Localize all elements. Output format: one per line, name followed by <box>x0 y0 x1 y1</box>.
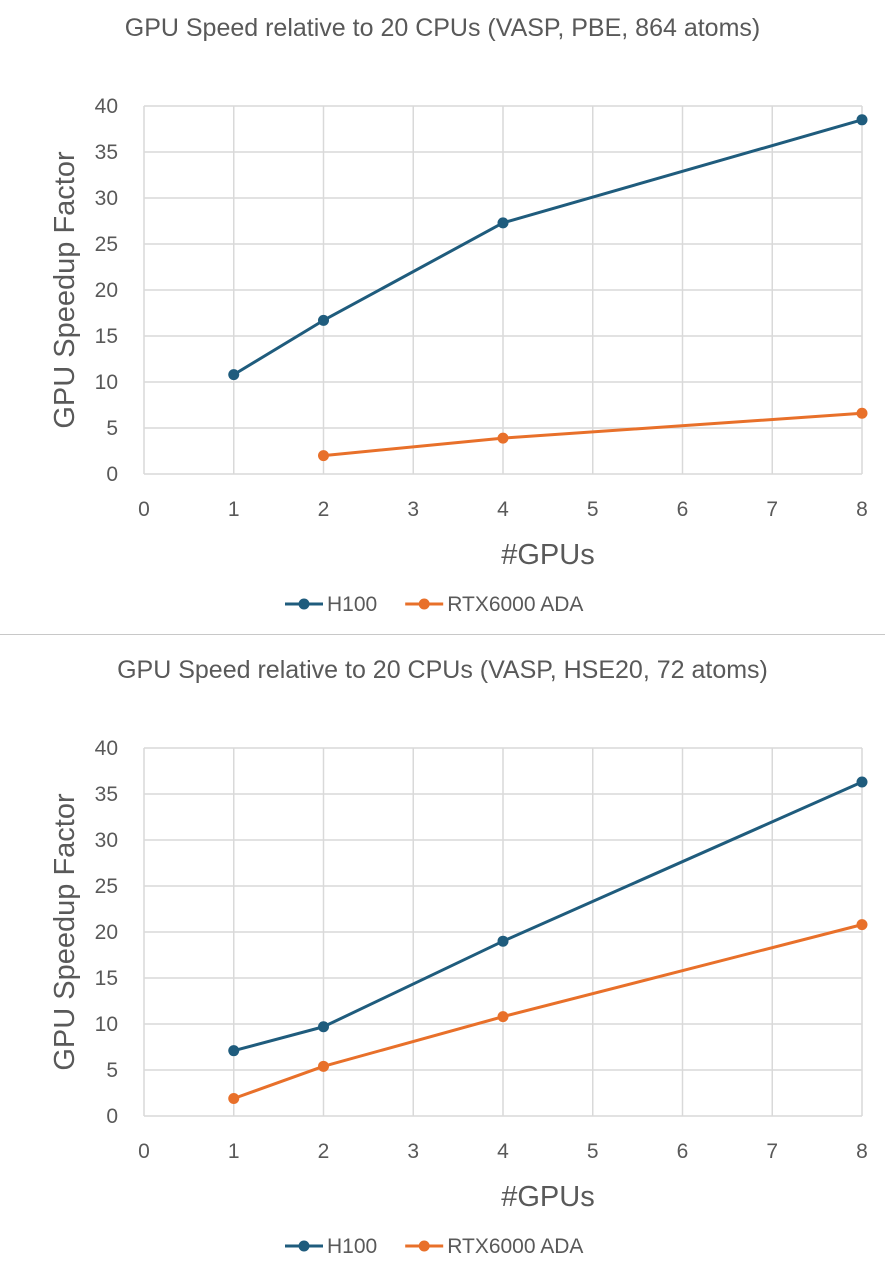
chart-pbe: GPU Speed relative to 20 CPUs (VASP, PBE… <box>0 0 885 632</box>
x-tick-label: 3 <box>407 1140 419 1163</box>
x-tick-label: 4 <box>497 1140 509 1163</box>
x-tick-label: 7 <box>766 498 778 521</box>
x-tick-label: 4 <box>497 498 509 521</box>
x-tick-label: 7 <box>766 1140 778 1163</box>
data-point <box>318 450 329 462</box>
chart-divider <box>0 634 885 635</box>
y-axis-title: GPU Speedup Factor <box>49 151 81 429</box>
x-tick-label: 1 <box>228 1140 240 1163</box>
x-tick-label: 5 <box>587 498 599 521</box>
x-tick-label: 2 <box>318 1140 330 1163</box>
data-point <box>856 919 868 931</box>
legend-label: RTX6000 ADA <box>447 593 583 616</box>
y-tick-label: 35 <box>95 141 118 164</box>
data-point <box>497 217 509 229</box>
x-tick-label: 3 <box>407 498 419 521</box>
legend-swatch-marker <box>298 598 310 610</box>
y-tick-label: 20 <box>95 921 118 944</box>
data-point <box>318 1060 329 1072</box>
x-tick-label: 0 <box>138 1140 150 1163</box>
y-tick-label: 20 <box>95 279 118 302</box>
x-axis-title: #GPUs <box>501 1181 594 1213</box>
legend-swatch-marker <box>418 1240 430 1252</box>
y-tick-label: 35 <box>95 783 118 806</box>
chart-plot-area: 0 5 10 15 20 25 30 35 40 0 1 2 3 4 5 6 7 8 #GPUs GPU Speedu… <box>49 95 868 616</box>
y-tick-label: 10 <box>95 1013 118 1036</box>
chart-title: GPU Speed relative to 20 CPUs (VASP, HSE… <box>117 656 768 684</box>
y-tick-label: 15 <box>95 967 118 990</box>
x-tick-label: 8 <box>856 1140 868 1163</box>
data-point <box>856 407 868 419</box>
data-point <box>318 1021 329 1033</box>
data-point <box>318 314 329 326</box>
legend-label: RTX6000 ADA <box>447 1235 583 1258</box>
legend-label: H100 <box>327 1235 377 1258</box>
x-tick-label: 8 <box>856 498 868 521</box>
series-line <box>232 118 863 376</box>
y-tick-label: 10 <box>95 371 118 394</box>
y-tick-label: 5 <box>106 1059 118 1082</box>
chart-title: GPU Speed relative to 20 CPUs (VASP, PBE… <box>124 14 761 42</box>
y-tick-label: 30 <box>95 187 118 210</box>
legend-swatch-marker <box>418 598 430 610</box>
y-tick-label: 25 <box>95 233 118 256</box>
x-tick-label: 5 <box>587 1140 599 1163</box>
chart-plot-area: 0 5 10 15 20 25 30 35 40 0 1 2 3 4 5 6 7 8 #GPUs GPU Speedu… <box>49 737 868 1258</box>
y-tick-label: 25 <box>95 875 118 898</box>
y-tick-label: 0 <box>106 463 118 486</box>
x-tick-label: 2 <box>318 498 330 521</box>
x-axis-title: #GPUs <box>501 539 594 571</box>
data-point <box>856 776 868 788</box>
x-tick-label: 1 <box>228 498 240 521</box>
data-point <box>228 1045 240 1057</box>
y-tick-label: 30 <box>95 829 118 852</box>
y-tick-label: 0 <box>106 1105 118 1128</box>
chart-hse20: GPU Speed relative to 20 CPUs (VASP, HSE… <box>0 642 885 1267</box>
data-point <box>856 114 868 126</box>
data-point <box>497 935 509 947</box>
y-tick-label: 40 <box>95 95 118 118</box>
legend-label: H100 <box>327 593 377 616</box>
series-line <box>233 780 863 1053</box>
data-point <box>497 1011 509 1023</box>
data-point <box>497 432 509 444</box>
y-tick-label: 5 <box>106 417 118 440</box>
legend-swatch-marker <box>298 1240 310 1252</box>
x-tick-label: 6 <box>677 498 689 521</box>
series-line <box>233 923 863 1100</box>
data-point <box>228 369 240 381</box>
y-tick-label: 15 <box>95 325 118 348</box>
x-tick-label: 0 <box>138 498 150 521</box>
y-tick-label: 40 <box>95 737 118 760</box>
y-axis-title: GPU Speedup Factor <box>49 793 81 1071</box>
x-tick-label: 6 <box>677 1140 689 1163</box>
data-point <box>228 1093 240 1105</box>
